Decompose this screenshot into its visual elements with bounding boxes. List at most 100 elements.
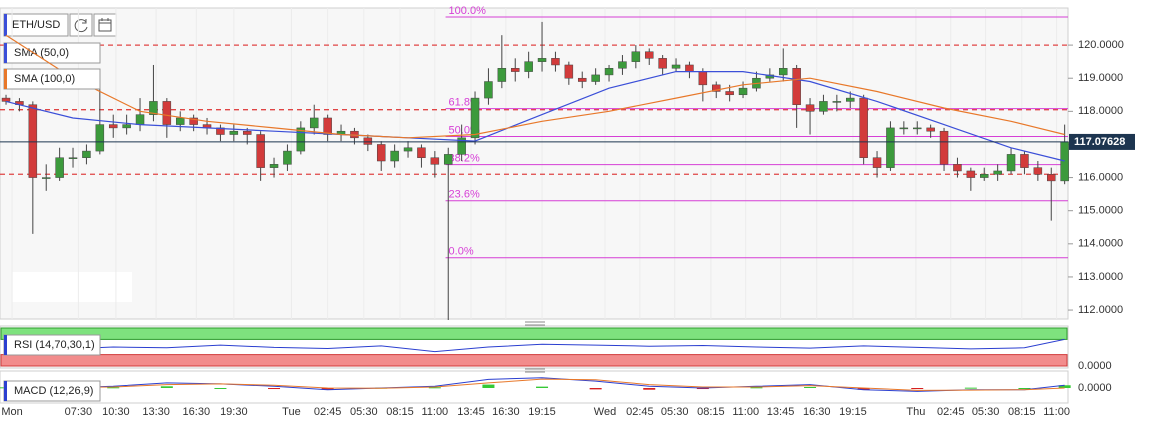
candle-body — [457, 137, 466, 155]
x-tick-label: 11:00 — [732, 406, 759, 418]
candle-body — [323, 117, 332, 135]
candle-body — [510, 68, 520, 72]
candle-body — [216, 127, 225, 135]
y-tick-label: 116.0000 — [1078, 171, 1123, 183]
candle-body — [28, 104, 38, 178]
drag-handle[interactable] — [525, 321, 545, 326]
candle-body — [229, 130, 239, 135]
y-tick-label: 0.0000 — [1078, 360, 1112, 372]
histogram-bar — [1058, 385, 1071, 388]
toolbar: ETH/USD — [3, 13, 117, 37]
x-tick-label: 05:30 — [661, 406, 689, 418]
x-tick-label: 16:30 — [183, 406, 211, 418]
y-tick-label: 118.0000 — [1078, 105, 1123, 117]
calendar-button[interactable] — [93, 13, 117, 37]
x-tick-label: Wed — [594, 406, 616, 418]
x-tick-label: 13:30 — [142, 406, 170, 418]
x-tick-label: 05:30 — [972, 406, 1000, 418]
candle-body — [604, 68, 614, 76]
candle-body — [403, 147, 413, 152]
candle-body — [725, 91, 734, 96]
candle-body — [551, 58, 560, 66]
candle-body — [792, 68, 801, 105]
blank-box — [12, 272, 132, 302]
y-tick-label: 119.0000 — [1078, 72, 1123, 84]
histogram-bar — [321, 388, 334, 390]
symbol: ETH/USD — [12, 19, 60, 31]
x-tick-label: 02:45 — [937, 406, 965, 418]
histogram-bar — [160, 386, 173, 388]
refresh-button[interactable] — [69, 13, 93, 37]
candle-body — [591, 74, 600, 82]
refresh-icon — [74, 19, 88, 33]
histogram-bar — [107, 387, 120, 389]
candle-body — [175, 117, 185, 125]
candle-body — [68, 157, 78, 159]
x-tick-label: 16:30 — [803, 406, 831, 418]
x-tick-label: Tue — [282, 406, 301, 418]
candle-body — [926, 127, 935, 132]
candle-body — [256, 134, 265, 168]
drag-handle[interactable] — [525, 368, 545, 373]
candle-body — [1060, 141, 1069, 182]
candle-body — [135, 114, 145, 125]
histogram-bar — [643, 388, 656, 390]
histogram-bar — [536, 386, 549, 388]
candle-body — [658, 58, 667, 69]
signal-line — [5, 378, 1065, 391]
legend-color — [4, 381, 7, 401]
candle-body — [899, 127, 909, 130]
candle-body — [953, 164, 962, 172]
histogram-bar — [750, 387, 763, 389]
candle-body — [805, 104, 815, 112]
candle-body — [819, 101, 828, 112]
candle-body — [993, 170, 1002, 175]
x-tick-label: 02:45 — [626, 406, 654, 418]
candle-body — [41, 177, 51, 179]
histogram-bar — [214, 388, 227, 389]
candle-body — [524, 61, 533, 72]
x-tick-label: 10:30 — [102, 406, 130, 418]
candle-body — [430, 157, 440, 165]
x-tick-label: 16:30 — [492, 406, 520, 418]
candle-body — [939, 130, 949, 165]
x-tick-label: 07:30 — [65, 406, 93, 418]
candle-body — [189, 117, 198, 125]
candle-body — [162, 101, 172, 125]
candle-body — [979, 174, 989, 178]
candle-body — [242, 130, 252, 135]
candle-body — [872, 157, 882, 168]
candle-body — [1006, 154, 1016, 172]
candle-body — [296, 127, 306, 152]
candle-body — [55, 157, 64, 178]
candle-body — [470, 97, 480, 139]
x-tick-label: 13:45 — [457, 406, 485, 418]
candle-body — [966, 170, 976, 178]
histogram-bar — [589, 388, 602, 390]
candle-body — [309, 117, 319, 129]
histogram-bar — [964, 387, 977, 389]
candle-body — [886, 127, 895, 168]
legend-label: RSI (14,70,30,1) — [14, 339, 95, 351]
histogram-bar — [482, 384, 495, 388]
candle-body — [108, 124, 118, 129]
macd-line — [5, 377, 1065, 392]
x-tick-label: 11:00 — [1043, 406, 1070, 418]
candle-body — [283, 150, 292, 165]
candle-body — [577, 77, 587, 82]
candle-body — [685, 64, 694, 72]
fib-label: 23.6% — [449, 189, 480, 201]
candle-body — [1020, 154, 1029, 168]
x-tick-label: 05:30 — [350, 406, 378, 418]
candle-body — [832, 101, 842, 103]
x-tick-label: 19:30 — [220, 406, 248, 418]
candle-body — [644, 51, 654, 59]
candle-body — [778, 68, 788, 76]
candle-body — [1, 97, 11, 102]
legend-label: SMA (50,0) — [14, 47, 69, 59]
histogram-bar — [268, 388, 281, 390]
candle-body — [1033, 167, 1043, 175]
x-tick-label: 11:00 — [421, 406, 448, 418]
